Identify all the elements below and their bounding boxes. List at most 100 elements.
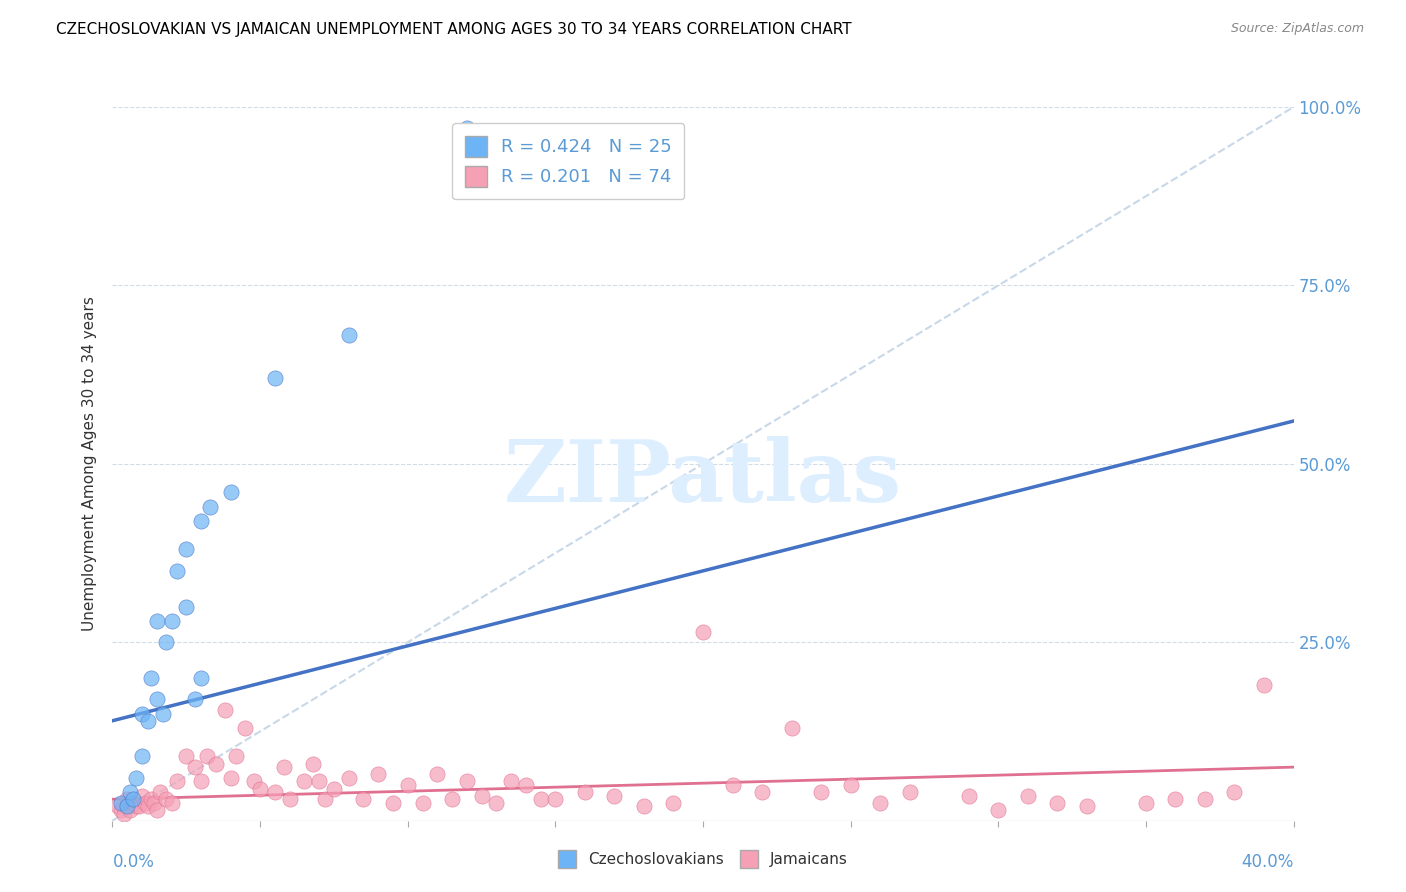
Point [869, 796, 891, 810]
Point [110, 803, 132, 817]
Point [662, 796, 685, 810]
Point [219, 485, 242, 500]
Point [110, 796, 132, 810]
Point [146, 614, 169, 628]
Point [120, 803, 142, 817]
Point [134, 796, 156, 810]
Point [117, 792, 138, 806]
Point [456, 774, 478, 789]
Point [139, 792, 162, 806]
Point [195, 749, 218, 764]
Point [323, 781, 346, 796]
Point [131, 749, 153, 764]
Point [987, 803, 1010, 817]
Point [112, 806, 135, 821]
Point [470, 789, 494, 803]
Point [174, 542, 197, 557]
Point [1164, 792, 1187, 806]
Point [117, 799, 138, 814]
Point [155, 792, 177, 806]
Point [184, 692, 207, 706]
Point [225, 749, 247, 764]
Point [721, 778, 744, 792]
Point [810, 785, 832, 799]
Point [243, 774, 266, 789]
Point [574, 785, 596, 799]
Point [839, 778, 862, 792]
Legend: Czechoslovakians, Jamaicans: Czechoslovakians, Jamaicans [548, 841, 858, 877]
Point [278, 792, 301, 806]
Point [125, 799, 148, 814]
Point [367, 767, 389, 781]
Point [273, 760, 295, 774]
Point [1046, 796, 1069, 810]
Point [198, 500, 221, 514]
Point [898, 785, 921, 799]
Point [152, 706, 174, 721]
Point [352, 792, 374, 806]
Point [120, 785, 142, 799]
Point [337, 328, 360, 343]
Point [485, 796, 508, 810]
Point [780, 721, 803, 735]
Point [131, 706, 153, 721]
Point [166, 564, 188, 578]
Point [501, 774, 523, 789]
Point [441, 792, 464, 806]
Point [751, 785, 773, 799]
Point [337, 771, 360, 785]
Point [142, 796, 165, 810]
Point [214, 703, 236, 717]
Point [249, 781, 271, 796]
Point [166, 774, 188, 789]
Point [1223, 785, 1246, 799]
Point [136, 799, 159, 814]
Point [692, 624, 714, 639]
Point [219, 771, 242, 785]
Point [544, 792, 567, 806]
Point [603, 789, 626, 803]
Point [122, 796, 145, 810]
Point [426, 767, 449, 781]
Point [160, 796, 183, 810]
Text: Source: ZipAtlas.com: Source: ZipAtlas.com [1230, 22, 1364, 36]
Point [1017, 789, 1039, 803]
Point [146, 803, 169, 817]
Point [190, 514, 212, 528]
Point [174, 599, 197, 614]
Point [1253, 678, 1275, 692]
Point [396, 778, 419, 792]
Text: 0.0%: 0.0% [112, 853, 155, 871]
Text: 40.0%: 40.0% [1241, 853, 1294, 871]
Point [107, 799, 129, 814]
Point [136, 714, 159, 728]
Point [190, 671, 212, 685]
Point [264, 371, 287, 385]
Point [184, 760, 207, 774]
Point [205, 756, 228, 771]
Point [122, 792, 145, 806]
Point [155, 635, 177, 649]
Point [146, 692, 169, 706]
Point [190, 774, 212, 789]
Text: CZECHOSLOVAKIAN VS JAMAICAN UNEMPLOYMENT AMONG AGES 30 TO 34 YEARS CORRELATION C: CZECHOSLOVAKIAN VS JAMAICAN UNEMPLOYMENT… [56, 22, 852, 37]
Point [174, 749, 197, 764]
Point [314, 792, 336, 806]
Point [292, 774, 315, 789]
Point [411, 796, 433, 810]
Point [382, 796, 405, 810]
Point [633, 799, 655, 814]
Point [125, 771, 148, 785]
Point [160, 614, 183, 628]
Point [957, 789, 980, 803]
Point [264, 785, 287, 799]
Point [529, 792, 551, 806]
Point [302, 756, 325, 771]
Text: ZIPatlas: ZIPatlas [503, 436, 903, 520]
Point [456, 121, 478, 136]
Point [308, 774, 330, 789]
Point [1076, 799, 1098, 814]
Y-axis label: Unemployment Among Ages 30 to 34 years: Unemployment Among Ages 30 to 34 years [82, 296, 97, 632]
Point [1135, 796, 1157, 810]
Point [131, 789, 153, 803]
